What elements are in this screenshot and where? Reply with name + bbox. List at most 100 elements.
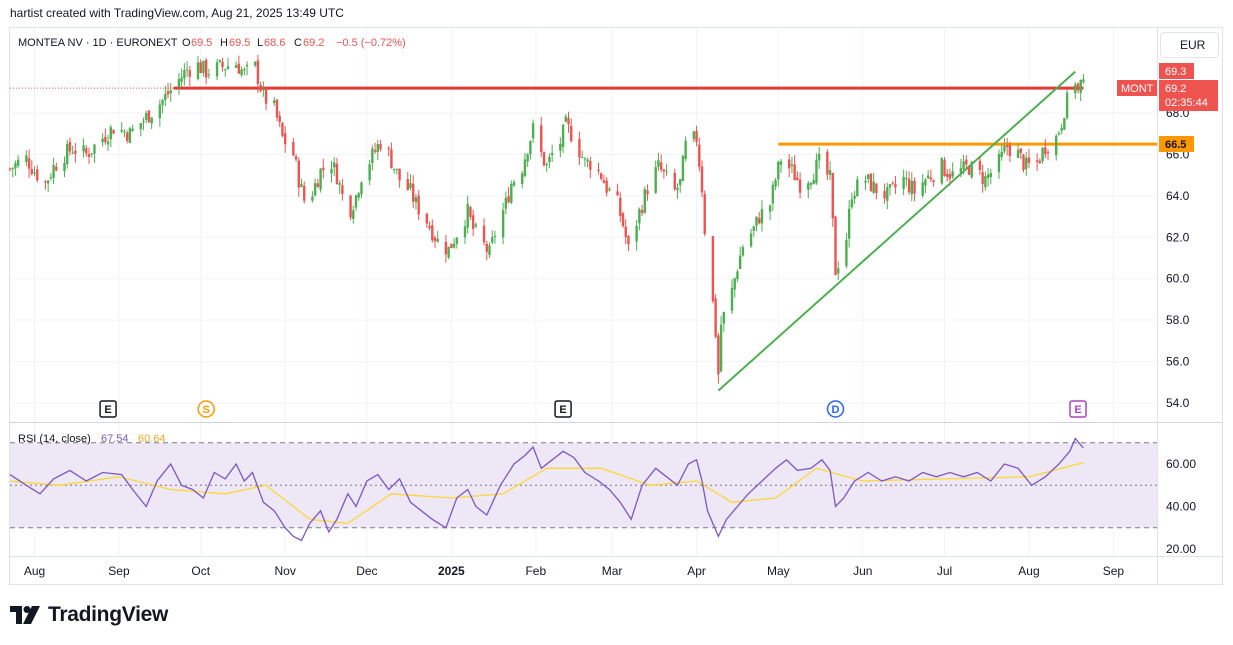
candle-body <box>545 164 548 166</box>
candle-body <box>698 144 701 167</box>
candle-body <box>330 168 333 174</box>
candle-body <box>967 166 971 175</box>
candle-body <box>338 183 341 185</box>
candle-body <box>665 171 668 173</box>
candle-body <box>586 159 589 162</box>
price-tick-label: 64.0 <box>1166 189 1190 203</box>
tradingview-logo[interactable]: TradingView <box>10 601 168 629</box>
candle-body <box>627 235 630 245</box>
candle-body <box>673 172 676 190</box>
time-tick-label: May <box>767 564 790 578</box>
candle-body <box>997 153 1001 173</box>
rsi-tick-label: 40.00 <box>1166 500 1196 514</box>
candle-body <box>474 224 478 227</box>
candle-body <box>714 298 717 337</box>
candle-body <box>93 144 96 154</box>
currency-button[interactable]: EUR <box>1160 32 1219 58</box>
candle-body <box>510 184 513 203</box>
event-letter: S <box>202 404 209 416</box>
candle-body <box>847 208 851 239</box>
candle-body <box>185 69 189 71</box>
rsi-tick-label: 20.00 <box>1166 542 1196 556</box>
candle-body <box>755 216 758 226</box>
candle-body <box>812 180 815 185</box>
candle-body <box>695 130 698 142</box>
event-letter: E <box>1074 404 1081 416</box>
candle-body <box>294 156 298 160</box>
candle-body <box>392 168 396 170</box>
candle-body <box>787 159 791 169</box>
candle-body <box>1027 157 1031 163</box>
candle-body <box>768 205 772 212</box>
candle-body <box>85 148 88 154</box>
event-marker-earnings[interactable]: E <box>1069 400 1087 418</box>
candle-body <box>962 161 965 170</box>
candle-body <box>90 153 93 155</box>
candle-body <box>856 179 859 197</box>
rsi-lines <box>9 437 1084 542</box>
candle-body <box>436 238 439 242</box>
event-marker-earnings[interactable]: E <box>99 400 117 418</box>
candle-body <box>106 141 110 145</box>
candle-body <box>207 74 211 76</box>
candle-body <box>283 133 287 145</box>
high-badge-text: 69.3 <box>1165 66 1186 78</box>
candle-body <box>16 159 20 166</box>
candle-body <box>507 196 510 203</box>
candle-body <box>741 247 745 256</box>
candle-body <box>262 88 265 91</box>
last-price-badge <box>1159 80 1218 111</box>
event-marker-split[interactable]: S <box>197 400 215 418</box>
candle-body <box>264 88 268 104</box>
candle-body <box>25 155 28 162</box>
candle-body <box>540 125 543 152</box>
candle-body <box>600 173 603 180</box>
candle-body <box>352 210 355 219</box>
candle-body <box>872 181 875 193</box>
rsi-tick-label: 60.00 <box>1166 457 1196 471</box>
candle-body <box>259 84 262 91</box>
candle-body <box>488 245 491 255</box>
candle-body <box>215 62 219 77</box>
uptrend-line[interactable] <box>717 70 1076 392</box>
candle-body <box>357 193 360 198</box>
candle-body <box>354 195 358 208</box>
event-marker-dividend[interactable]: D <box>826 400 845 418</box>
candle-body <box>82 145 85 152</box>
candle-body <box>1025 157 1028 169</box>
price-tick-label: 54.0 <box>1166 396 1190 410</box>
candle-body <box>319 168 322 190</box>
mont-symbol-tag <box>1117 80 1157 96</box>
candle-body <box>719 324 723 372</box>
candle-body <box>564 116 567 122</box>
candle-body <box>36 169 39 181</box>
candle-body <box>978 160 982 171</box>
candle-body <box>681 155 685 182</box>
candle-body <box>188 70 192 77</box>
candle-body <box>322 167 325 171</box>
candle-body <box>273 100 276 104</box>
chart-frame <box>9 27 1223 585</box>
candle-body <box>886 187 889 201</box>
legend-symbol: MONTEA NV · 1D · EURONEXT <box>18 37 178 49</box>
candle-body <box>1044 147 1047 155</box>
candle-body <box>621 213 625 227</box>
candle-body <box>624 226 627 238</box>
event-marker-earnings[interactable]: E <box>554 400 572 418</box>
candle-body <box>736 271 739 280</box>
candle-body <box>970 161 973 178</box>
candle-body <box>164 94 167 101</box>
candle-body <box>224 69 227 71</box>
candle-body <box>482 225 486 243</box>
candle-body <box>199 62 202 74</box>
candle-body <box>815 159 818 183</box>
candle-body <box>948 174 952 179</box>
candle-body <box>1022 154 1025 170</box>
time-tick-label: Sep <box>108 564 130 578</box>
candle-body <box>444 241 448 255</box>
event-letter: D <box>832 404 840 416</box>
rsi-ma-value: 60.64 <box>138 433 166 445</box>
rsi-ma-line <box>9 461 1084 525</box>
candle-body <box>875 183 878 194</box>
candle-body <box>989 172 993 177</box>
